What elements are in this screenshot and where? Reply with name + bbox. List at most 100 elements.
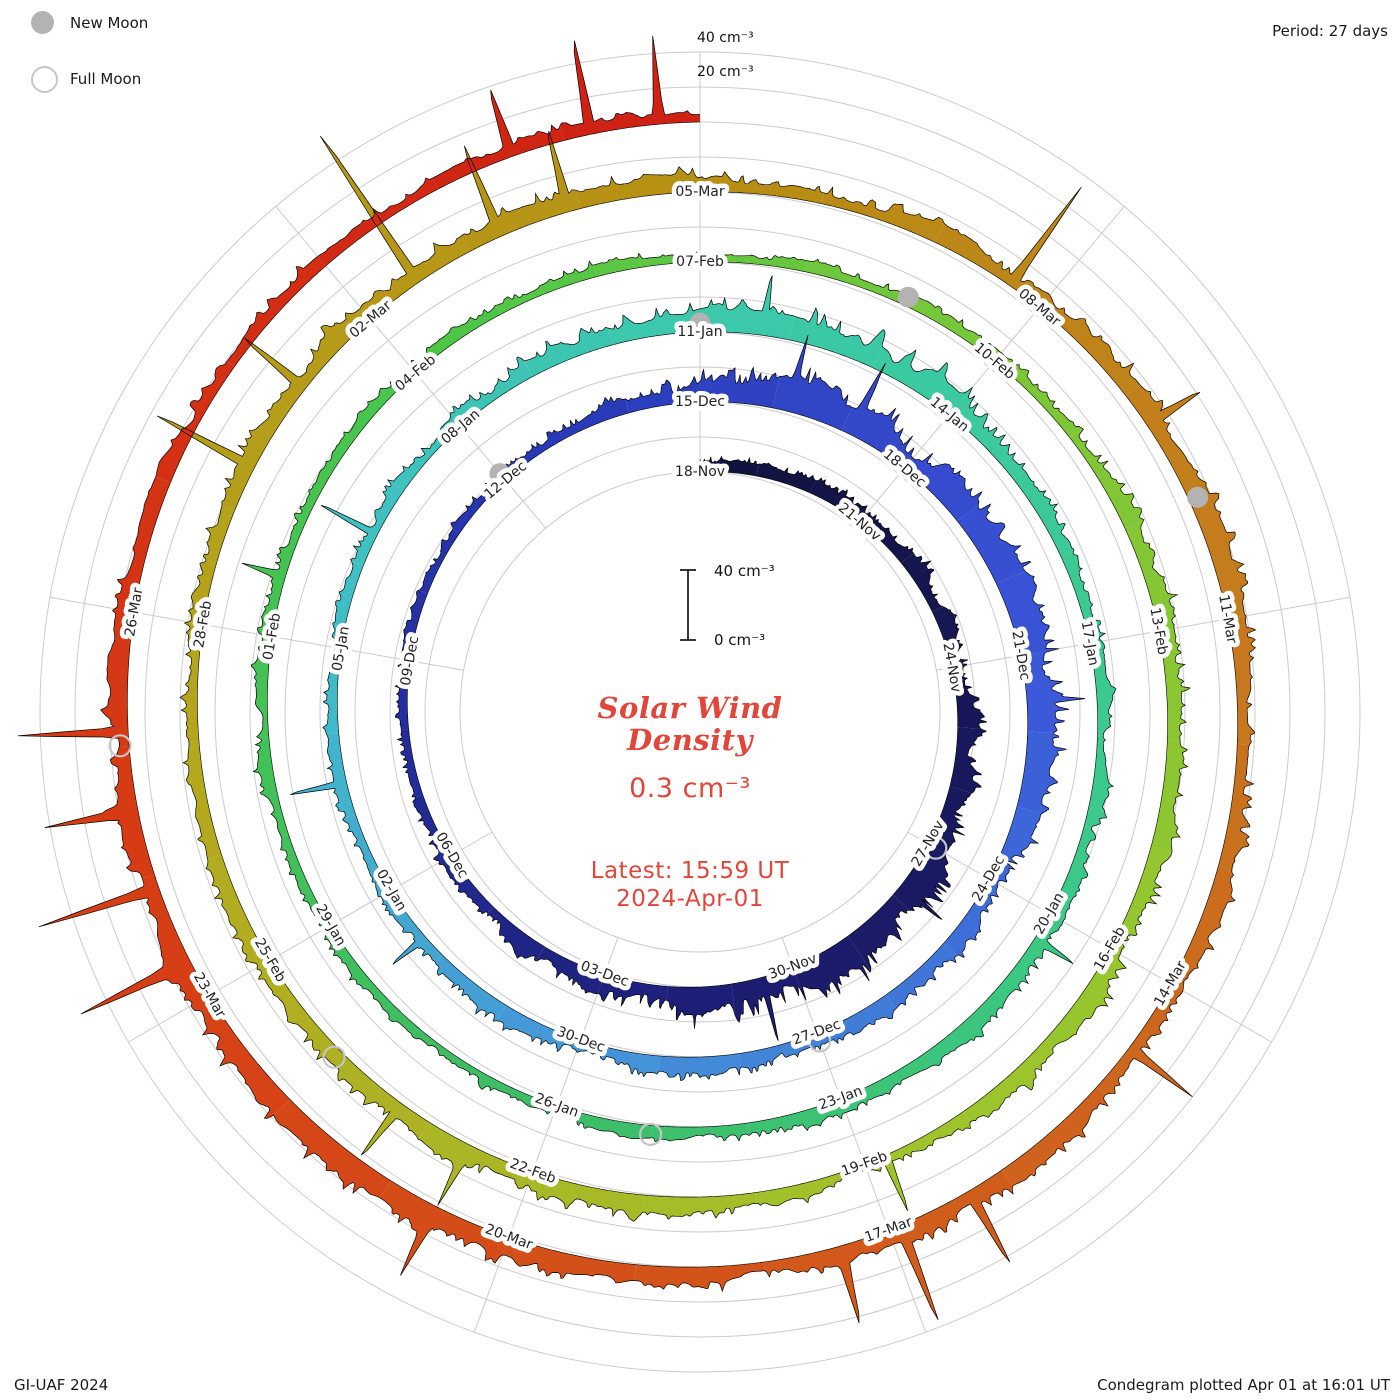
density-segment bbox=[438, 855, 494, 914]
density-segment bbox=[988, 806, 1042, 884]
density-segment bbox=[763, 1229, 894, 1323]
density-segment bbox=[935, 187, 1082, 308]
density-segment bbox=[401, 590, 428, 661]
date-label: 15-Dec bbox=[675, 394, 725, 410]
density-segment bbox=[924, 990, 1006, 1066]
full-moon-marker bbox=[808, 1029, 832, 1053]
density-segment bbox=[257, 960, 341, 1062]
density-segment bbox=[157, 399, 291, 511]
date-label: 11-Jan bbox=[677, 324, 722, 340]
density-segment bbox=[380, 890, 443, 965]
density-segment bbox=[273, 1099, 391, 1198]
density-segment bbox=[700, 254, 808, 272]
density-segment bbox=[1016, 731, 1067, 814]
outer-ring-scale-label: 40 cm⁻³ bbox=[697, 30, 754, 46]
density-segment bbox=[642, 1192, 757, 1220]
density-segment bbox=[1124, 519, 1178, 632]
density-segment bbox=[1109, 846, 1172, 955]
gridline-spoke bbox=[781, 937, 927, 1333]
density-segment bbox=[320, 480, 404, 567]
density-segment bbox=[932, 606, 968, 668]
density-segment bbox=[395, 659, 410, 730]
date-label: 18-Nov bbox=[675, 464, 725, 480]
density-segment bbox=[418, 1122, 533, 1206]
date-label: 24-Nov bbox=[939, 641, 963, 693]
density-segment bbox=[625, 376, 700, 413]
density-segment bbox=[253, 737, 289, 837]
full-moon-marker bbox=[322, 1045, 346, 1069]
density-segment bbox=[809, 478, 867, 523]
density-segment bbox=[792, 936, 871, 1001]
gridline-spoke bbox=[907, 831, 1272, 1043]
density-segment bbox=[788, 308, 886, 368]
density-segment bbox=[17, 608, 135, 747]
density-segment bbox=[244, 307, 371, 409]
density-segment bbox=[435, 955, 507, 1022]
density-segment bbox=[756, 463, 816, 493]
density-segment bbox=[496, 261, 597, 315]
density-segment bbox=[957, 504, 1031, 584]
density-segment bbox=[559, 397, 629, 440]
latest-density-value: 0.3 cm⁻³ bbox=[629, 772, 751, 804]
gridline-spoke bbox=[473, 937, 619, 1333]
latest-time-label: Latest: 15:59 UT bbox=[590, 857, 790, 884]
density-segment bbox=[450, 475, 506, 534]
full-moon-marker bbox=[108, 734, 132, 758]
full-moon-marker bbox=[638, 1122, 663, 1147]
density-segment bbox=[317, 178, 439, 266]
density-segment bbox=[963, 1039, 1054, 1122]
density-segment bbox=[501, 430, 564, 481]
gridline-spoke bbox=[936, 596, 1351, 671]
new-moon-marker bbox=[897, 286, 919, 308]
date-label: 19-Feb bbox=[839, 1148, 889, 1179]
density-segment bbox=[1189, 492, 1248, 619]
date-label: 04-Feb bbox=[392, 352, 439, 395]
density-segment bbox=[322, 647, 342, 735]
density-segment bbox=[700, 367, 780, 408]
density-segment bbox=[593, 252, 700, 277]
density-segment bbox=[502, 1237, 637, 1283]
density-segment bbox=[650, 1123, 749, 1142]
density-segment bbox=[384, 1003, 468, 1070]
density-segment bbox=[397, 729, 423, 797]
date-label: 05-Mar bbox=[675, 184, 725, 200]
density-segment bbox=[280, 834, 331, 930]
density-segment bbox=[1218, 743, 1254, 871]
density-segment bbox=[951, 664, 987, 729]
density-segment bbox=[575, 166, 700, 209]
density-segment bbox=[241, 535, 299, 637]
density-segment bbox=[387, 414, 461, 492]
density-segment bbox=[864, 1111, 971, 1211]
density-segment bbox=[1151, 739, 1188, 853]
density-segment bbox=[1084, 735, 1114, 829]
density-segment bbox=[994, 913, 1073, 1001]
scale-bar-top-label: 40 cm⁻³ bbox=[714, 562, 775, 580]
density-segment bbox=[496, 1005, 581, 1052]
full-moon-marker bbox=[924, 836, 948, 860]
date-label: 07-Feb bbox=[676, 254, 724, 270]
center-annotation: Solar Wind Density 0.3 cm⁻³ Latest: 15:5… bbox=[591, 692, 790, 912]
density-segment bbox=[576, 1039, 661, 1077]
density-segment bbox=[322, 925, 392, 1011]
density-segment bbox=[290, 733, 356, 819]
density-segment bbox=[1096, 983, 1193, 1097]
credit-label: GI-UAF 2024 bbox=[14, 1376, 109, 1394]
new-moon-legend-icon bbox=[31, 11, 54, 34]
date-label: 09-Dec bbox=[398, 635, 422, 687]
scale-bar-bottom-label: 0 cm⁻³ bbox=[714, 631, 765, 649]
density-segment bbox=[1045, 948, 1127, 1047]
density-segment bbox=[191, 995, 291, 1119]
density-segment bbox=[114, 476, 171, 613]
density-segment bbox=[859, 512, 914, 563]
spiral-baseline bbox=[127, 121, 1238, 1268]
density-segment bbox=[291, 443, 348, 539]
density-segment bbox=[1125, 385, 1209, 501]
density-segment bbox=[342, 814, 392, 897]
density-segment bbox=[1227, 615, 1256, 745]
density-segment bbox=[747, 1098, 846, 1137]
density-segment bbox=[608, 303, 700, 345]
density-segment bbox=[739, 1032, 822, 1073]
density-segment bbox=[450, 356, 533, 427]
density-segment bbox=[886, 942, 958, 1009]
